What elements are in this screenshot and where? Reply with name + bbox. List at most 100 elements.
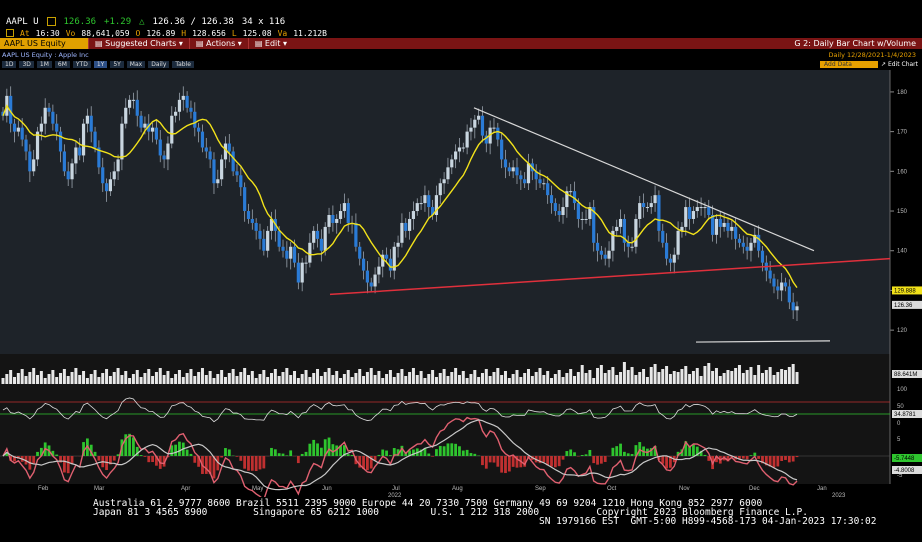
candle-body: [220, 159, 224, 180]
y-tick-label: 170: [897, 130, 908, 136]
candle-body: [787, 286, 791, 303]
volume-bar: [93, 370, 97, 384]
volume-bar: [139, 377, 143, 384]
volume-bar: [362, 376, 366, 384]
edit-label: Edit: [264, 39, 281, 48]
volume-bar: [339, 378, 343, 384]
range-tab-1y[interactable]: 1Y: [93, 61, 108, 68]
candle-body: [89, 115, 93, 132]
range-tab-3d[interactable]: 3D: [19, 61, 34, 68]
macd-histogram-bar: [408, 450, 411, 456]
range-tab-1m[interactable]: 1M: [36, 61, 52, 68]
range-tab-5y[interactable]: 5Y: [110, 61, 124, 68]
volume-bar: [289, 375, 293, 384]
candle-body: [97, 147, 101, 168]
monitor-icon[interactable]: [46, 17, 56, 26]
range-tab-daily[interactable]: Daily: [148, 61, 170, 68]
x-tick-label: Feb: [38, 486, 49, 492]
volume-bar: [457, 375, 461, 384]
macd-histogram-bar: [435, 449, 438, 456]
candle-body: [664, 242, 669, 259]
macd-histogram-bar: [492, 456, 496, 463]
year-label: 2023: [832, 493, 846, 497]
candle-body: [500, 139, 504, 160]
volume-bar: [680, 369, 684, 384]
macd-histogram-bar: [89, 444, 93, 456]
candle-body: [147, 123, 151, 132]
volume-bar: [634, 375, 638, 384]
security-field[interactable]: AAPL US Equity: [0, 38, 88, 49]
macd-histogram-bar: [465, 449, 469, 456]
candle-body: [768, 270, 772, 279]
range-tab-1d[interactable]: 1D: [2, 61, 17, 68]
macd-histogram-bar: [254, 456, 258, 472]
edit-menu[interactable]: ▤ Edit ▾: [247, 38, 293, 49]
macd-histogram-bar: [764, 456, 768, 466]
macd-histogram-bar: [488, 456, 492, 463]
volume-bar: [204, 375, 208, 384]
macd-histogram-bar: [561, 456, 565, 460]
volume-bar: [327, 368, 331, 384]
open-value: 126.89: [146, 28, 176, 38]
macd-histogram-bar: [776, 456, 780, 467]
candle-body: [749, 242, 753, 251]
candle-body: [20, 127, 24, 140]
candle-body: [630, 246, 634, 248]
range-tab-max[interactable]: Max: [126, 61, 146, 68]
volume-bar: [354, 373, 358, 384]
price-chart[interactable]: 120130140150160170180129.888126.3688.641…: [0, 70, 922, 497]
macd-histogram-bar: [339, 445, 342, 456]
macd-histogram-bar: [285, 455, 289, 456]
candle-body: [668, 258, 673, 263]
macd-histogram-bar: [365, 456, 369, 471]
volume-bar: [523, 373, 527, 384]
volume-bar: [557, 370, 561, 384]
volume-bar: [473, 370, 477, 384]
macd-histogram-bar: [496, 456, 500, 467]
bid-ask-size: 34 x 116: [241, 16, 286, 27]
volume-bar: [730, 371, 734, 384]
candle-body: [124, 107, 128, 124]
volume-bar: [254, 378, 258, 384]
macd-histogram-bar: [289, 450, 293, 456]
macd-histogram-bar: [565, 451, 569, 456]
chart-title-bar: AAPL US Equity : Apple Inc Daily 12/28/2…: [0, 50, 922, 60]
volume-bar: [85, 378, 89, 384]
candle-body: [407, 218, 412, 231]
volume-bar: [619, 372, 623, 384]
macd-histogram-bar: [481, 456, 484, 466]
candle-body: [331, 215, 335, 223]
macd-histogram-bar: [350, 454, 354, 456]
range-tab-ytd[interactable]: YTD: [72, 61, 91, 68]
volume-bar: [714, 368, 718, 384]
macd-histogram-bar: [97, 456, 101, 461]
range-tab-table[interactable]: Table: [172, 61, 194, 68]
range-tab-6m[interactable]: 6M: [54, 61, 70, 68]
volume-bar: [530, 376, 534, 384]
candle-body: [707, 207, 711, 215]
macd-histogram-bar: [546, 456, 550, 466]
macd-histogram-bar: [373, 456, 377, 461]
volume-bar: [193, 376, 197, 384]
macd-histogram-bar: [132, 437, 135, 456]
candle-body: [131, 99, 136, 101]
volume-bar: [78, 375, 82, 384]
macd-histogram-bar: [216, 456, 220, 471]
volume-bar: [565, 373, 569, 384]
edit-chart-button[interactable]: ↗ Edit Chart: [881, 61, 918, 68]
candle-body: [461, 147, 465, 149]
macd-histogram-bar: [312, 439, 316, 456]
actions-menu[interactable]: ▤ Actions ▾: [188, 38, 248, 49]
macd-histogram-bar: [70, 456, 74, 465]
macd-histogram-bar: [55, 454, 59, 456]
candle-body: [576, 203, 580, 219]
candle-body: [154, 127, 159, 140]
candle-body: [615, 226, 619, 231]
ticker-label[interactable]: AAPL U: [6, 16, 39, 27]
candle-body: [185, 95, 189, 108]
candle-body: [262, 238, 266, 251]
suggested-charts-menu[interactable]: ▤ Suggested Charts ▾: [88, 38, 189, 49]
bid-ask: 126.36 / 126.38: [152, 16, 234, 27]
settings-icon[interactable]: [6, 29, 14, 37]
add-data-button[interactable]: Add Data: [820, 61, 879, 68]
